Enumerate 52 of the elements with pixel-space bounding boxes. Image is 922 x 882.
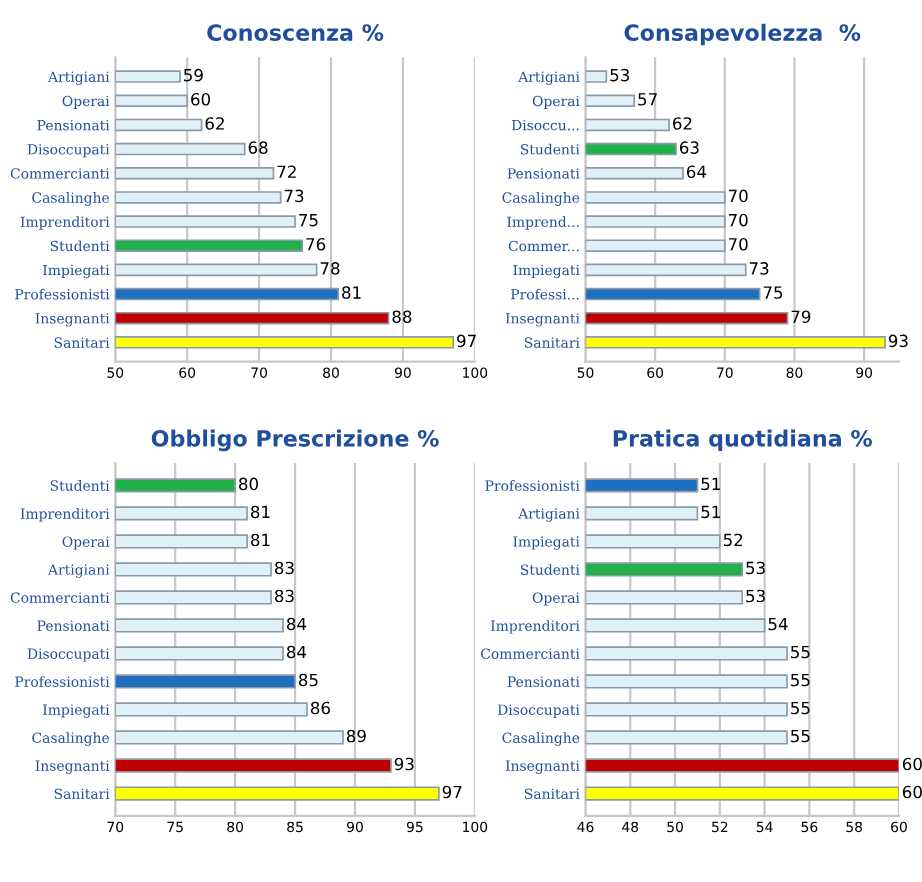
data-label: 53 xyxy=(746,561,765,575)
data-label: 85 xyxy=(298,673,318,687)
data-label: 88 xyxy=(392,310,412,324)
data-label: 97 xyxy=(442,785,462,799)
data-label: 70 xyxy=(728,213,748,227)
data-label: 63 xyxy=(679,141,699,154)
data-label: 86 xyxy=(310,701,330,715)
data-label: 68 xyxy=(248,141,268,154)
data-label: 54 xyxy=(768,617,788,631)
data-label: 97 xyxy=(457,334,476,348)
data-label: 81 xyxy=(342,286,361,299)
data-label: 70 xyxy=(728,237,748,251)
data-label: 62 xyxy=(673,117,692,130)
data-label: 72 xyxy=(277,165,296,178)
data-label: 93 xyxy=(394,757,414,771)
data-label: 79 xyxy=(791,310,811,324)
data-label: 76 xyxy=(306,237,326,251)
data-label: 62 xyxy=(205,117,224,130)
data-label: 78 xyxy=(320,262,340,275)
data-label: 81 xyxy=(251,533,270,547)
data-label: 53 xyxy=(746,589,765,603)
data-label: 53 xyxy=(610,68,630,82)
data-label: 59 xyxy=(184,68,203,82)
chart-title: Pratica quotidiana % xyxy=(613,429,872,451)
chart-title: Conoscenza % xyxy=(207,24,384,41)
data-label: 51 xyxy=(701,477,720,491)
data-label: 52 xyxy=(723,533,743,547)
data-label: 75 xyxy=(763,286,783,299)
data-label: 64 xyxy=(686,165,707,179)
data-label: 60 xyxy=(902,757,922,771)
data-label: 89 xyxy=(346,729,366,743)
data-label: 80 xyxy=(239,477,258,491)
chart-title: Consapevolezza % xyxy=(624,23,861,46)
data-label: 55 xyxy=(791,673,810,687)
data-label: 83 xyxy=(274,561,294,575)
data-label: 93 xyxy=(888,334,908,348)
data-label: 81 xyxy=(251,505,270,519)
data-label: 84 xyxy=(286,617,307,631)
data-label: 83 xyxy=(274,589,294,603)
data-label: 73 xyxy=(749,262,769,275)
data-label: 70 xyxy=(728,189,748,203)
data-label: 75 xyxy=(299,214,318,227)
data-label: 55 xyxy=(791,729,810,743)
data-label: 60 xyxy=(191,92,211,106)
chart-title: Obbligo Prescrizione % xyxy=(151,429,439,452)
data-label: 55 xyxy=(791,645,810,659)
data-label: 73 xyxy=(284,189,304,203)
data-label: 60 xyxy=(902,785,922,799)
data-label: 55 xyxy=(791,701,810,715)
data-label: 57 xyxy=(638,93,657,106)
data-label: 84 xyxy=(286,645,307,659)
data-label: 51 xyxy=(701,505,720,519)
